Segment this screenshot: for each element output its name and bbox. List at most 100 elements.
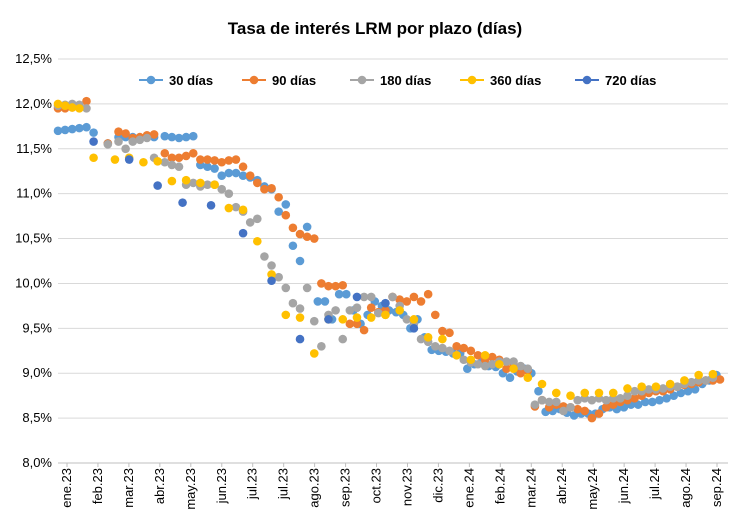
data-point — [53, 126, 63, 136]
data-point — [167, 160, 177, 170]
data-point — [320, 297, 330, 306]
data-point — [317, 341, 326, 351]
data-point — [114, 127, 123, 137]
data-point — [124, 155, 134, 164]
data-point — [267, 183, 276, 193]
data-point — [267, 270, 276, 279]
data-point — [466, 355, 476, 365]
data-point — [114, 137, 123, 146]
data-point — [352, 292, 362, 302]
data-point — [245, 218, 255, 227]
data-point — [274, 192, 283, 202]
data-point — [352, 303, 362, 312]
series-720-días — [89, 137, 419, 344]
data-point — [601, 403, 611, 412]
data-point — [463, 364, 472, 374]
data-point — [313, 297, 323, 306]
data-point — [160, 131, 170, 141]
data-point — [260, 184, 269, 194]
data-point — [473, 359, 483, 369]
data-point — [128, 137, 138, 146]
data-point — [206, 201, 216, 210]
data-point — [366, 292, 376, 302]
data-point — [573, 395, 582, 405]
data-point — [281, 310, 291, 320]
data-point — [317, 279, 326, 288]
data-point — [75, 123, 84, 133]
x-tick-label: mar.23 — [121, 468, 136, 508]
data-point — [430, 310, 440, 320]
data-point — [402, 315, 412, 324]
data-point — [676, 388, 686, 398]
data-point — [196, 178, 205, 188]
data-point — [359, 325, 369, 335]
data-point — [121, 129, 130, 138]
data-point — [217, 184, 227, 194]
data-point — [238, 171, 248, 181]
data-point — [487, 352, 497, 362]
y-tick-label: 9,0% — [22, 365, 52, 380]
data-point — [438, 334, 447, 344]
data-point — [402, 297, 412, 306]
legend-marker — [582, 75, 592, 85]
data-point — [295, 256, 305, 266]
x-tick-label: jul.23 — [245, 468, 260, 500]
data-point — [224, 156, 234, 165]
data-point — [502, 357, 511, 366]
data-point — [224, 203, 234, 213]
x-tick-label: jul.24 — [647, 468, 662, 500]
data-point — [331, 281, 340, 291]
data-point — [409, 292, 419, 302]
data-point — [352, 313, 362, 322]
data-point — [409, 315, 419, 324]
data-point — [60, 101, 70, 110]
data-point — [580, 406, 590, 416]
data-point — [295, 313, 305, 322]
data-point — [139, 157, 148, 167]
data-point — [160, 157, 170, 167]
data-point — [551, 397, 561, 407]
data-point — [445, 328, 454, 338]
data-point — [459, 343, 469, 353]
data-point — [167, 153, 177, 163]
legend-marker — [249, 75, 259, 85]
data-point — [445, 346, 454, 356]
data-point — [281, 200, 291, 209]
y-tick-label: 9,5% — [22, 320, 52, 335]
data-point — [502, 364, 511, 374]
data-point — [121, 144, 130, 154]
data-point — [633, 400, 643, 409]
data-point — [509, 364, 518, 374]
data-point — [672, 382, 682, 391]
data-point — [203, 155, 212, 164]
data-point — [238, 162, 248, 172]
x-tick-label: ene.23 — [59, 468, 74, 508]
data-point — [473, 350, 483, 360]
data-point — [338, 280, 348, 290]
data-point — [587, 413, 597, 423]
data-point — [616, 394, 625, 403]
data-point — [374, 308, 383, 318]
data-point — [566, 391, 575, 400]
data-point — [103, 139, 113, 149]
data-point — [381, 310, 390, 320]
data-point — [573, 404, 582, 414]
x-tick-label: abr.23 — [152, 468, 167, 504]
x-tick-label: feb.24 — [492, 468, 507, 504]
data-point — [495, 359, 504, 369]
series-360-días — [53, 99, 718, 400]
series-180-días — [53, 99, 718, 416]
data-point — [309, 349, 319, 358]
data-point — [423, 289, 433, 299]
data-point — [648, 397, 657, 407]
data-point — [701, 376, 711, 385]
data-point — [181, 132, 191, 142]
data-point — [509, 357, 518, 366]
chart-title: Tasa de interés LRM por plazo (días) — [228, 19, 522, 38]
data-point — [338, 315, 348, 324]
data-point — [459, 355, 469, 365]
data-point — [359, 292, 369, 302]
data-point — [281, 283, 291, 293]
data-point — [188, 131, 198, 141]
data-point — [231, 168, 241, 178]
